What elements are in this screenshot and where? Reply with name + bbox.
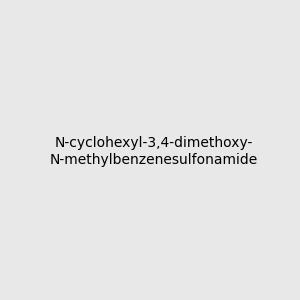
Text: N-cyclohexyl-3,4-dimethoxy-
N-methylbenzenesulfonamide: N-cyclohexyl-3,4-dimethoxy- N-methylbenz… [50,136,258,166]
